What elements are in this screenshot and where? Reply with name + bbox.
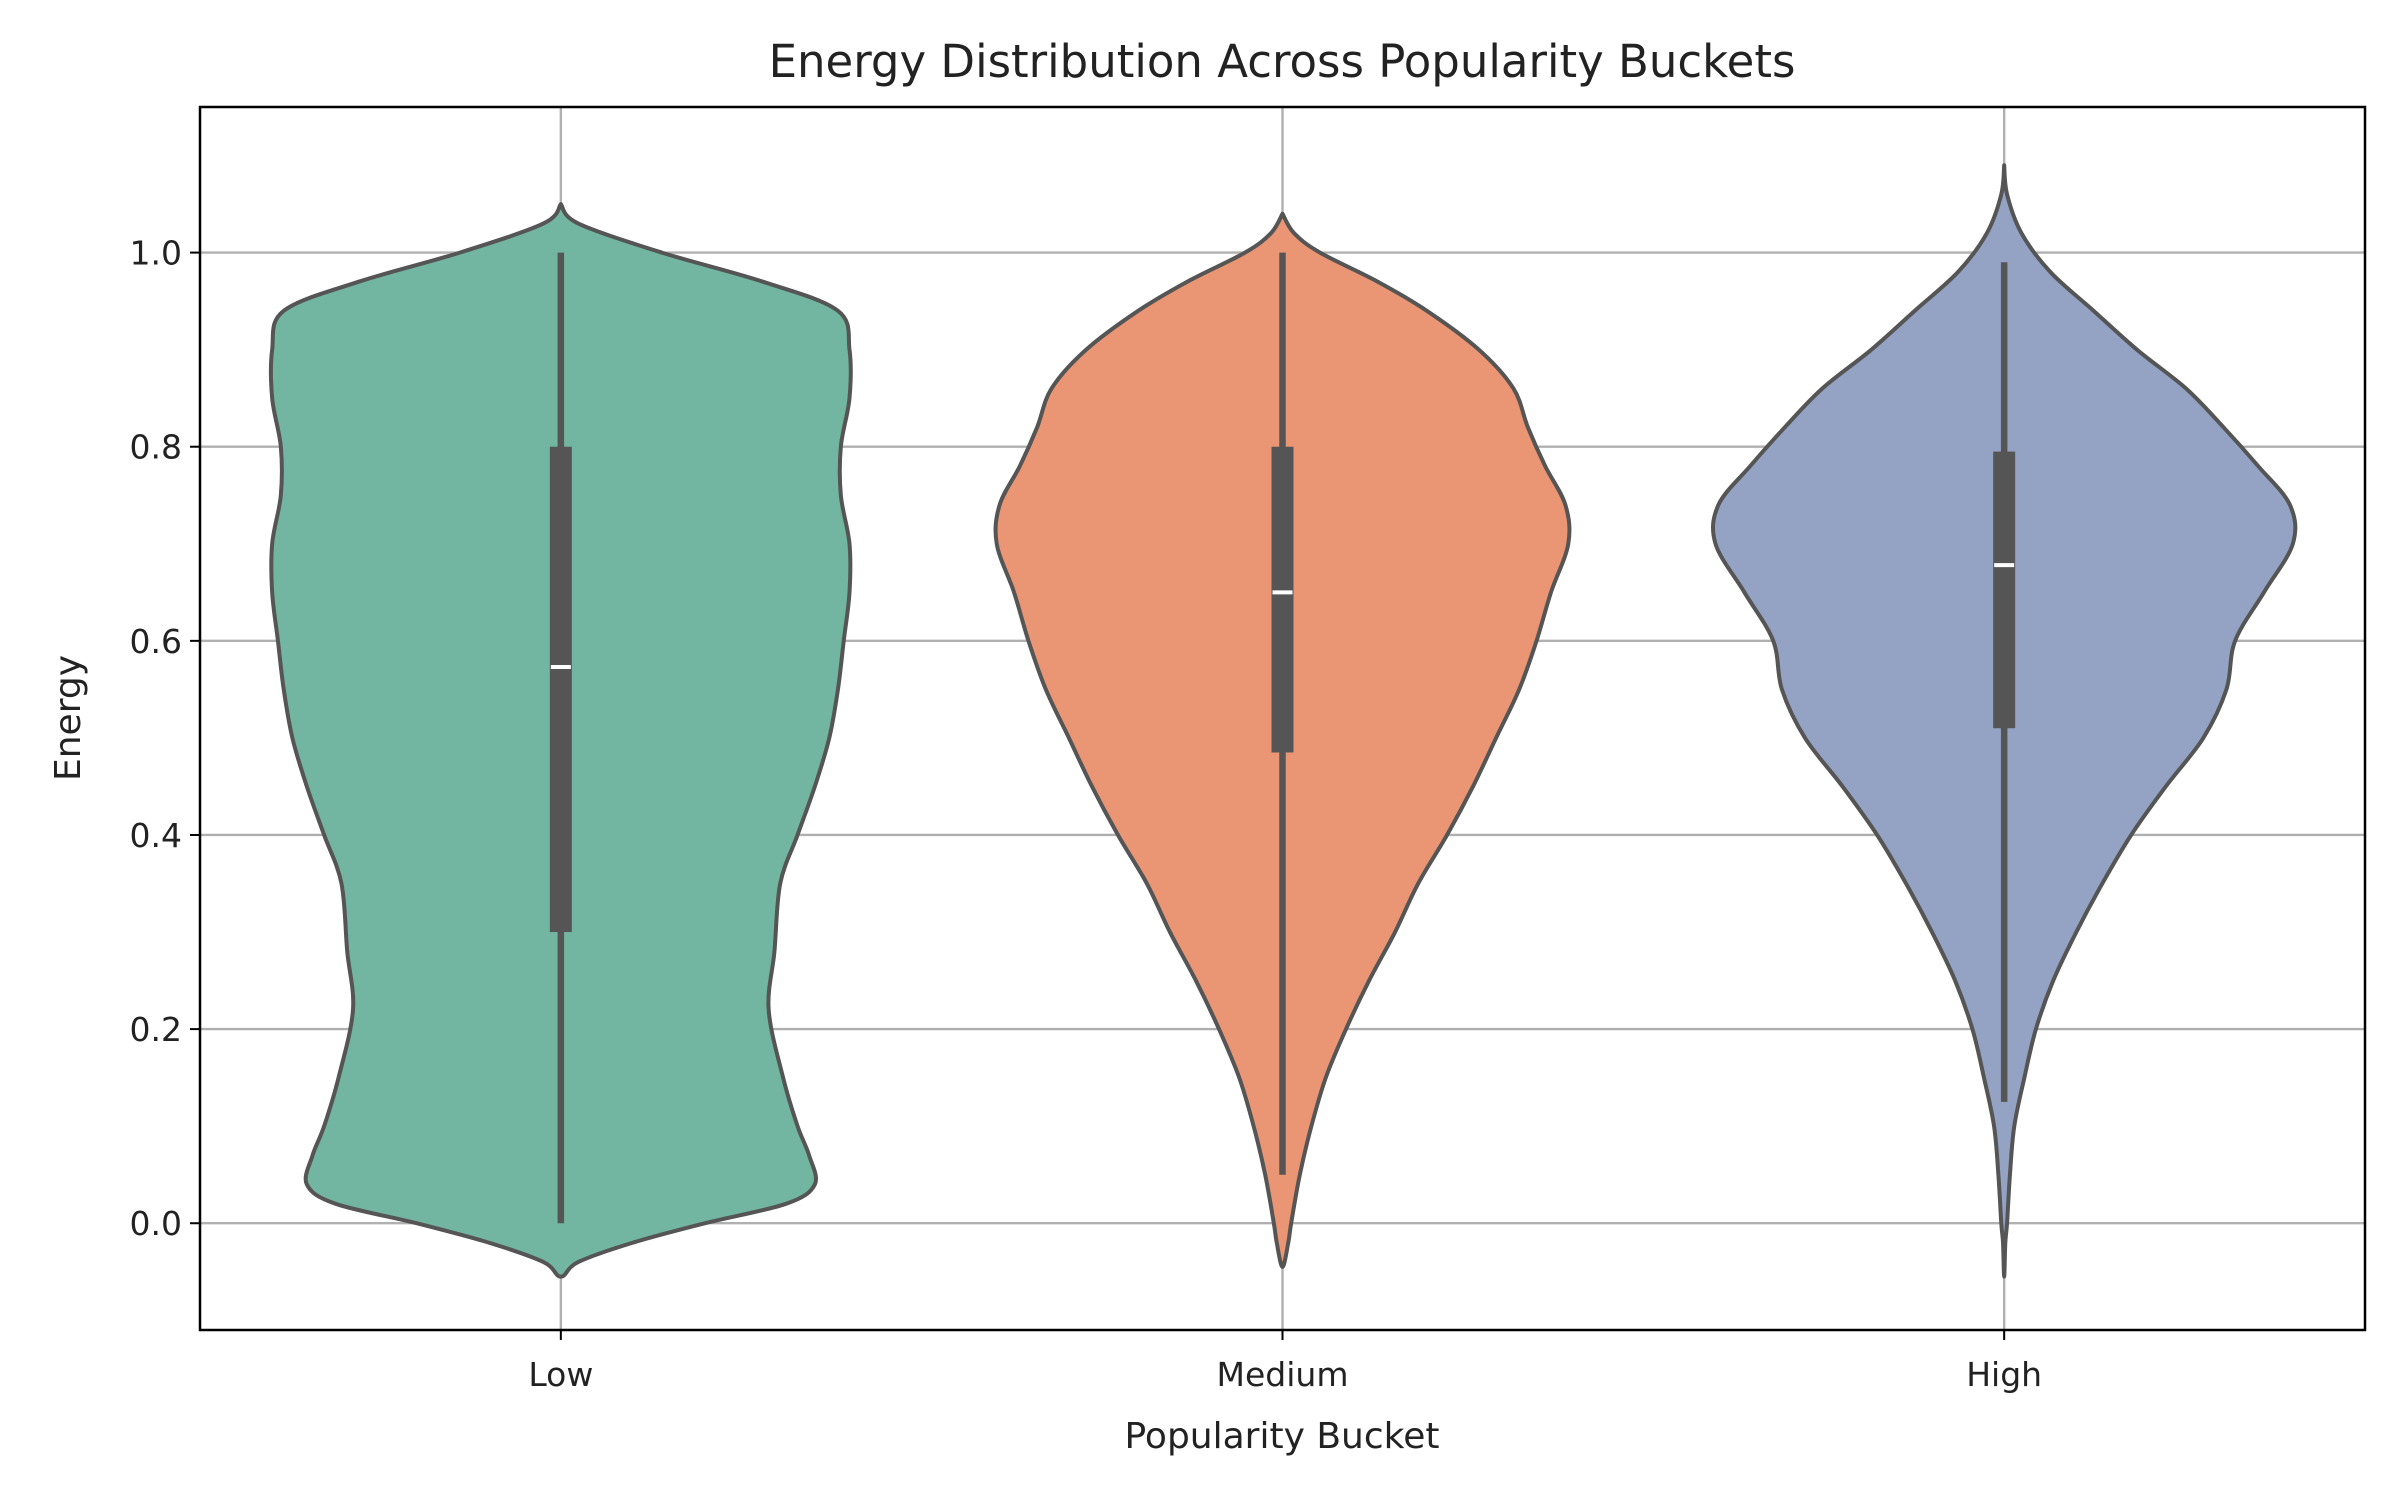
y-tick-label: 0.4	[130, 816, 182, 855]
x-tick-label: High	[1966, 1355, 2042, 1394]
y-tick-label: 0.6	[130, 622, 182, 661]
iqr-box	[1993, 451, 2016, 729]
y-tick-label: 0.2	[130, 1010, 182, 1049]
x-axis-title: Popularity Bucket	[1125, 1416, 1440, 1457]
y-tick-label: 0.8	[130, 428, 182, 467]
x-tick-label: Medium	[1217, 1355, 1349, 1394]
chart-title: Energy Distribution Across Popularity Bu…	[769, 35, 1796, 88]
axis-ticks: 0.0 0.2 0.4 0.6 0.8 1.0 Low Medium High	[130, 234, 2043, 1394]
y-axis-title: Energy	[48, 655, 89, 781]
y-tick-label: 0.0	[130, 1204, 182, 1243]
y-tick-label: 1.0	[130, 234, 182, 273]
x-tick-label: Low	[528, 1355, 593, 1394]
iqr-box	[549, 446, 572, 933]
iqr-box	[1271, 446, 1294, 753]
box-plots	[549, 252, 2016, 1224]
